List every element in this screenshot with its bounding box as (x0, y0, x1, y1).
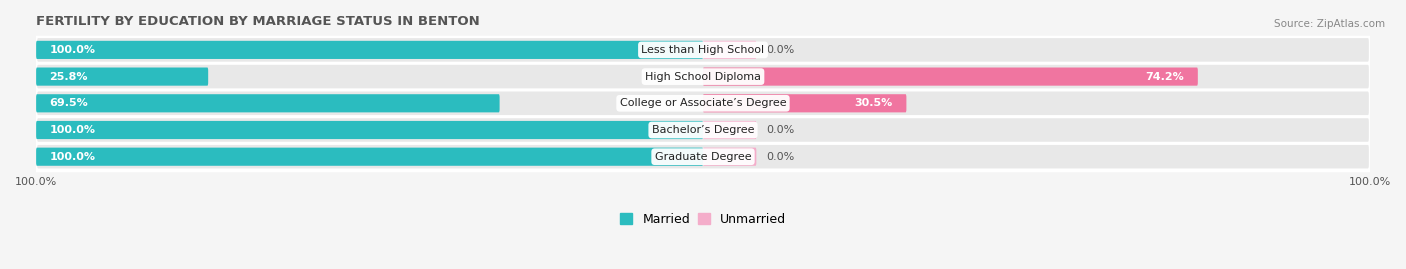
Text: 0.0%: 0.0% (766, 45, 794, 55)
FancyBboxPatch shape (37, 41, 703, 59)
FancyBboxPatch shape (37, 64, 1369, 89)
Text: High School Diploma: High School Diploma (645, 72, 761, 82)
Text: Bachelor’s Degree: Bachelor’s Degree (652, 125, 754, 135)
FancyBboxPatch shape (37, 121, 703, 139)
FancyBboxPatch shape (703, 68, 1198, 86)
Text: 69.5%: 69.5% (49, 98, 89, 108)
FancyBboxPatch shape (37, 148, 703, 166)
Text: 100.0%: 100.0% (49, 152, 96, 162)
Text: 30.5%: 30.5% (855, 98, 893, 108)
FancyBboxPatch shape (703, 148, 756, 166)
Text: Source: ZipAtlas.com: Source: ZipAtlas.com (1274, 19, 1385, 29)
FancyBboxPatch shape (703, 41, 756, 59)
FancyBboxPatch shape (37, 94, 499, 112)
Text: College or Associate’s Degree: College or Associate’s Degree (620, 98, 786, 108)
FancyBboxPatch shape (37, 37, 1369, 63)
Text: 0.0%: 0.0% (766, 152, 794, 162)
FancyBboxPatch shape (703, 94, 907, 112)
Text: 100.0%: 100.0% (49, 45, 96, 55)
Legend: Married, Unmarried: Married, Unmarried (620, 213, 786, 226)
Text: FERTILITY BY EDUCATION BY MARRIAGE STATUS IN BENTON: FERTILITY BY EDUCATION BY MARRIAGE STATU… (37, 15, 479, 28)
Text: 100.0%: 100.0% (49, 125, 96, 135)
Text: Graduate Degree: Graduate Degree (655, 152, 751, 162)
Text: Less than High School: Less than High School (641, 45, 765, 55)
FancyBboxPatch shape (703, 121, 756, 139)
Text: 25.8%: 25.8% (49, 72, 89, 82)
FancyBboxPatch shape (37, 68, 208, 86)
Text: 74.2%: 74.2% (1146, 72, 1184, 82)
FancyBboxPatch shape (37, 144, 1369, 169)
FancyBboxPatch shape (37, 117, 1369, 143)
FancyBboxPatch shape (37, 90, 1369, 116)
Text: 0.0%: 0.0% (766, 125, 794, 135)
